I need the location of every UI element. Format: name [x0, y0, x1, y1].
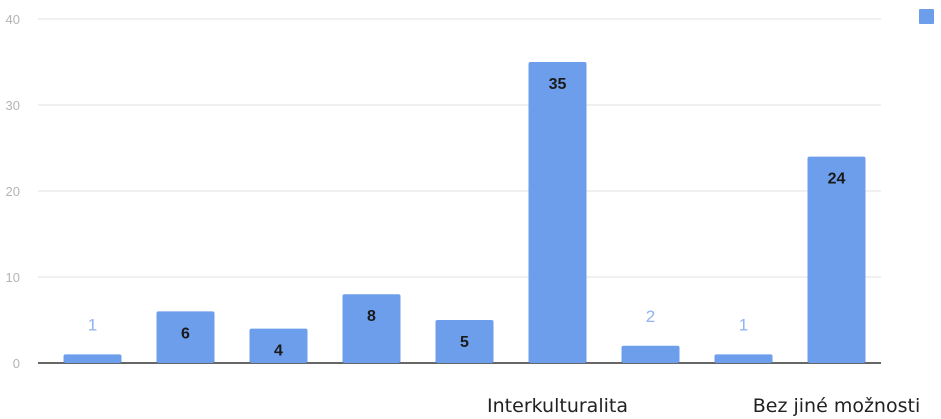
y-tick-label: 0	[13, 356, 20, 371]
data-label: 4	[274, 343, 283, 360]
category-label: Interkulturalita	[487, 395, 628, 417]
data-labels: 1 6 4 8 5 35 2 1 24	[88, 76, 846, 360]
y-tick-label: 40	[6, 12, 20, 27]
bar	[435, 320, 494, 363]
bars	[63, 62, 866, 363]
category-label: Bez jiné možnosti	[753, 395, 920, 417]
bar	[621, 345, 680, 363]
bar	[528, 62, 587, 363]
data-label: 1	[739, 315, 748, 334]
data-label: 24	[828, 171, 846, 188]
data-label: 8	[367, 308, 376, 325]
data-label: 1	[88, 315, 97, 334]
bar	[156, 311, 215, 363]
data-label: 5	[460, 334, 469, 351]
bar	[63, 354, 122, 363]
bar	[714, 354, 773, 363]
bar	[807, 156, 866, 363]
y-tick-label: 20	[6, 184, 20, 199]
legend-swatch	[919, 9, 934, 24]
data-label: 2	[646, 307, 655, 326]
bar	[249, 328, 308, 363]
y-axis-ticks: 0 10 20 30 40	[6, 12, 20, 371]
y-tick-label: 10	[6, 270, 20, 285]
y-tick-label: 30	[6, 98, 20, 113]
bar	[342, 294, 401, 363]
data-label: 35	[549, 76, 567, 93]
category-labels: Interkulturalita Bez jiné možnosti	[487, 395, 920, 417]
data-label: 6	[181, 325, 190, 342]
